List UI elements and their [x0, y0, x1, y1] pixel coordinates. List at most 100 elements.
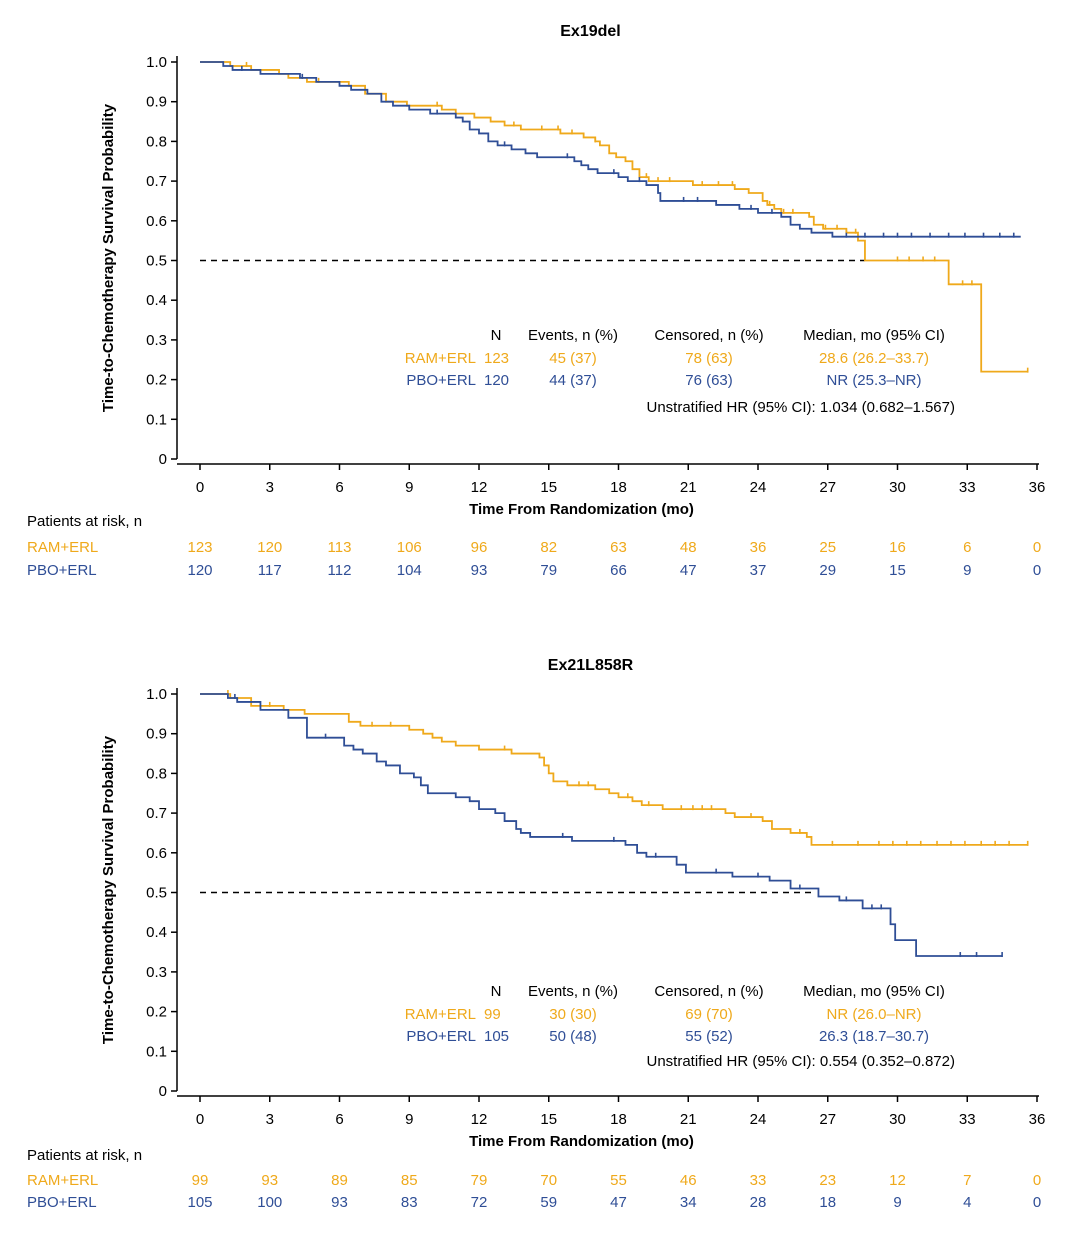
legend-header-n: N [491, 983, 502, 1000]
legend-censored-value: 78 (63) [685, 350, 733, 367]
legend-header-events: Events, n (%) [528, 327, 618, 344]
at-risk-row-name: RAM+ERL [27, 1172, 98, 1189]
y-tick-label: 0 [159, 1083, 167, 1100]
at-risk-value: 46 [680, 1172, 697, 1189]
y-tick-label: 0.5 [146, 253, 167, 270]
at-risk-value: 72 [471, 1194, 488, 1211]
x-tick-label: 15 [540, 1111, 557, 1128]
at-risk-value: 117 [258, 562, 282, 579]
x-tick-label: 27 [819, 479, 836, 496]
y-tick-label: 0.7 [146, 805, 167, 822]
at-risk-value: 25 [819, 539, 836, 556]
y-tick-label: 0.8 [146, 765, 167, 782]
legend-header-n: N [491, 327, 502, 344]
at-risk-value: 106 [397, 539, 422, 556]
at-risk-value: 23 [819, 1172, 836, 1189]
x-tick-label: 21 [680, 1111, 697, 1128]
x-axis-label: Time From Randomization (mo) [469, 1133, 694, 1150]
km-curve-ram-erl [200, 693, 1028, 846]
legend-header-median: Median, mo (95% CI) [803, 983, 945, 1000]
at-risk-value: 63 [610, 539, 627, 556]
legend-events-value: 50 (48) [549, 1028, 597, 1045]
at-risk-value: 18 [819, 1194, 836, 1211]
x-tick-label: 18 [610, 479, 627, 496]
at-risk-value: 16 [889, 539, 906, 556]
at-risk-value: 120 [187, 562, 212, 579]
legend-events-value: 45 (37) [549, 350, 597, 367]
x-tick-label: 33 [959, 479, 976, 496]
y-tick-label: 0 [159, 451, 167, 468]
at-risk-value: 123 [187, 539, 212, 556]
x-tick-label: 6 [335, 1111, 343, 1128]
legend-censored-value: 55 (52) [685, 1028, 733, 1045]
ex21l858r-panel: Ex21L858R 0 0.1 0.2 0.3 0.4 0.5 0.6 0.7 0.8 0.9 1.0… [27, 657, 1045, 1211]
x-tick-label: 3 [266, 479, 274, 496]
at-risk-value: 70 [540, 1172, 557, 1189]
at-risk-value: 100 [257, 1194, 282, 1211]
at-risk-value: 96 [471, 539, 488, 556]
y-tick-label: 0.9 [146, 726, 167, 743]
at-risk-value: 36 [750, 539, 767, 556]
at-risk-value: 55 [610, 1172, 627, 1189]
at-risk-value: 99 [192, 1172, 209, 1189]
x-tick-label: 3 [266, 1111, 274, 1128]
y-tick-label: 0.3 [146, 332, 167, 349]
legend-n-value: 120 [484, 372, 509, 389]
legend-median-value: 28.6 (26.2–33.7) [819, 350, 929, 367]
at-risk-row-name: PBO+ERL [27, 562, 97, 579]
at-risk-value: 59 [540, 1194, 557, 1211]
y-tick-label: 1.0 [146, 686, 167, 703]
at-risk-value: 93 [471, 562, 488, 579]
at-risk-value: 28 [750, 1194, 767, 1211]
at-risk-value: 7 [963, 1172, 971, 1189]
at-risk-value: 0 [1033, 1172, 1041, 1189]
x-axis-label: Time From Randomization (mo) [469, 501, 694, 518]
at-risk-value: 47 [610, 1194, 627, 1211]
x-tick-label: 0 [196, 479, 204, 496]
x-tick-label: 9 [405, 479, 413, 496]
x-tick-label: 24 [750, 1111, 767, 1128]
at-risk-value: 0 [1033, 539, 1041, 556]
at-risk-row-name: PBO+ERL [27, 1194, 97, 1211]
legend-median-value: 26.3 (18.7–30.7) [819, 1028, 929, 1045]
at-risk-value: 93 [261, 1172, 278, 1189]
x-tick-label: 9 [405, 1111, 413, 1128]
hazard-ratio-text: Unstratified HR (95% CI): 1.034 (0.682–1… [647, 399, 956, 416]
legend-header-events: Events, n (%) [528, 983, 618, 1000]
y-tick-label: 0.9 [146, 94, 167, 111]
y-axis-label: Time-to-Chemotherapy Survival Probabilit… [100, 735, 117, 1044]
at-risk-value: 113 [328, 539, 352, 556]
x-tick-label: 12 [471, 479, 488, 496]
y-tick-label: 1.0 [146, 54, 167, 71]
at-risk-value: 48 [680, 539, 697, 556]
y-axis-label: Time-to-Chemotherapy Survival Probabilit… [100, 103, 117, 412]
x-tick-label: 27 [819, 1111, 836, 1128]
hazard-ratio-text: Unstratified HR (95% CI): 0.554 (0.352–0… [647, 1053, 956, 1070]
legend-n-value: 123 [484, 350, 509, 367]
y-tick-label: 0.4 [146, 292, 167, 309]
at-risk-value: 105 [187, 1194, 212, 1211]
y-tick-label: 0.8 [146, 133, 167, 150]
at-risk-label: Patients at risk, n [27, 1147, 142, 1164]
y-tick-label: 0.4 [146, 924, 167, 941]
x-tick-label: 0 [196, 1111, 204, 1128]
x-tick-label: 33 [959, 1111, 976, 1128]
chart-title: Ex19del [560, 23, 620, 40]
at-risk-value: 83 [401, 1194, 418, 1211]
at-risk-value: 112 [328, 562, 352, 579]
legend-header-median: Median, mo (95% CI) [803, 327, 945, 344]
y-tick-label: 0.7 [146, 173, 167, 190]
at-risk-value: 33 [750, 1172, 767, 1189]
y-tick-label: 0.1 [146, 411, 167, 428]
x-tick-label: 15 [540, 479, 557, 496]
at-risk-value: 6 [963, 539, 971, 556]
legend-censored-value: 69 (70) [685, 1006, 733, 1023]
at-risk-value: 0 [1033, 1194, 1041, 1211]
x-tick-label: 6 [335, 479, 343, 496]
y-tick-label: 0.2 [146, 372, 167, 389]
y-tick-label: 0.2 [146, 1004, 167, 1021]
at-risk-value: 93 [331, 1194, 348, 1211]
at-risk-label: Patients at risk, n [27, 513, 142, 530]
at-risk-value: 85 [401, 1172, 418, 1189]
legend-n-value: 99 [484, 1006, 501, 1023]
